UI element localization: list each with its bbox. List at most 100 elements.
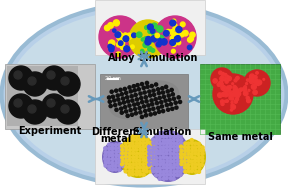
Ellipse shape <box>1 4 287 185</box>
Circle shape <box>158 39 162 42</box>
Circle shape <box>104 147 107 150</box>
Circle shape <box>145 37 148 40</box>
Circle shape <box>138 134 141 137</box>
Circle shape <box>164 99 167 102</box>
Circle shape <box>124 142 127 145</box>
Circle shape <box>128 145 131 148</box>
Circle shape <box>121 163 124 166</box>
Circle shape <box>158 110 161 113</box>
Circle shape <box>187 156 190 159</box>
Circle shape <box>172 32 177 37</box>
Circle shape <box>128 163 131 166</box>
Circle shape <box>121 154 124 157</box>
Circle shape <box>118 34 122 39</box>
Circle shape <box>229 92 232 95</box>
Ellipse shape <box>109 80 179 120</box>
Circle shape <box>149 160 152 163</box>
Circle shape <box>236 91 238 93</box>
Circle shape <box>162 166 165 169</box>
Circle shape <box>154 98 157 101</box>
Circle shape <box>197 159 200 162</box>
Circle shape <box>158 35 164 42</box>
Circle shape <box>118 164 121 167</box>
Circle shape <box>172 166 175 169</box>
Circle shape <box>224 77 226 79</box>
Circle shape <box>135 163 138 166</box>
Circle shape <box>120 93 123 96</box>
Circle shape <box>173 149 176 152</box>
Circle shape <box>179 156 182 159</box>
Circle shape <box>123 36 129 41</box>
Circle shape <box>151 36 157 42</box>
Circle shape <box>115 150 118 153</box>
Circle shape <box>121 157 124 160</box>
Circle shape <box>231 98 234 100</box>
Circle shape <box>253 75 257 79</box>
Circle shape <box>126 33 132 39</box>
Circle shape <box>142 156 145 159</box>
Circle shape <box>120 107 123 110</box>
Circle shape <box>169 167 172 170</box>
Circle shape <box>257 80 262 85</box>
Circle shape <box>187 152 190 155</box>
Circle shape <box>176 170 179 173</box>
Circle shape <box>131 142 134 145</box>
Circle shape <box>124 145 128 148</box>
Circle shape <box>137 32 142 37</box>
Circle shape <box>187 166 190 169</box>
Circle shape <box>234 90 238 95</box>
Circle shape <box>133 107 137 111</box>
Circle shape <box>162 170 165 174</box>
Circle shape <box>171 40 175 44</box>
Circle shape <box>152 142 155 145</box>
Circle shape <box>159 170 162 174</box>
Circle shape <box>124 36 128 40</box>
Circle shape <box>142 86 145 89</box>
Circle shape <box>183 163 186 166</box>
Circle shape <box>236 93 238 95</box>
Circle shape <box>152 160 155 163</box>
Circle shape <box>184 170 187 173</box>
Circle shape <box>145 81 149 84</box>
Circle shape <box>124 105 127 109</box>
Circle shape <box>176 139 179 142</box>
Ellipse shape <box>119 134 157 178</box>
Circle shape <box>179 139 183 141</box>
Circle shape <box>190 160 193 163</box>
Circle shape <box>221 72 225 76</box>
Circle shape <box>252 79 255 82</box>
Circle shape <box>176 174 179 177</box>
Circle shape <box>159 135 162 138</box>
Circle shape <box>150 99 153 102</box>
Circle shape <box>140 83 144 86</box>
Circle shape <box>118 36 122 39</box>
Circle shape <box>152 23 157 29</box>
Circle shape <box>121 156 124 159</box>
Circle shape <box>226 80 228 82</box>
Circle shape <box>165 131 168 134</box>
Circle shape <box>153 156 156 159</box>
Circle shape <box>177 166 179 169</box>
Circle shape <box>151 31 155 35</box>
Circle shape <box>120 111 123 114</box>
Circle shape <box>148 159 151 162</box>
Circle shape <box>116 52 120 56</box>
Circle shape <box>183 156 186 159</box>
Circle shape <box>231 92 235 96</box>
Circle shape <box>253 81 255 83</box>
Circle shape <box>128 159 131 162</box>
Circle shape <box>170 30 173 33</box>
Circle shape <box>134 112 137 115</box>
Text: Simulation: Simulation <box>132 127 192 137</box>
Circle shape <box>159 156 162 160</box>
Circle shape <box>224 93 228 97</box>
Circle shape <box>162 156 165 159</box>
Circle shape <box>159 160 162 163</box>
Circle shape <box>9 94 33 118</box>
Circle shape <box>191 142 194 145</box>
Circle shape <box>149 148 152 151</box>
Circle shape <box>165 135 168 138</box>
Circle shape <box>251 84 256 89</box>
Circle shape <box>116 42 121 47</box>
Circle shape <box>162 177 165 180</box>
